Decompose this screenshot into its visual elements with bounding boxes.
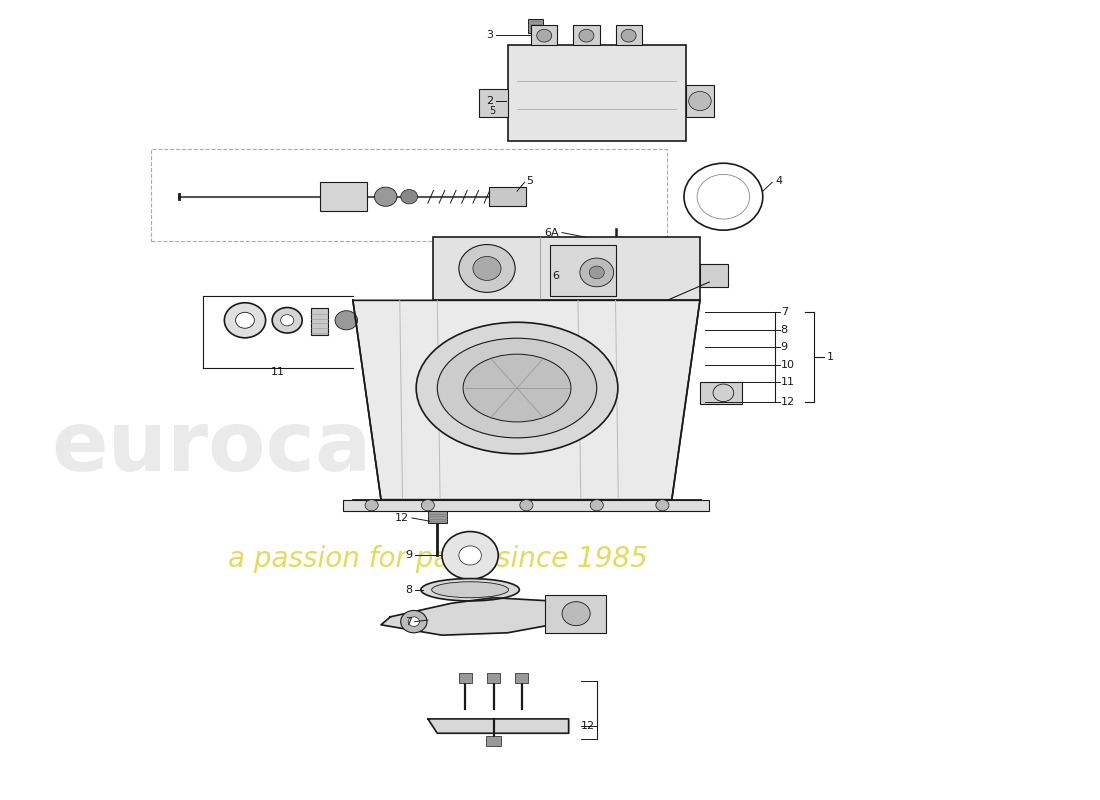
Text: 12: 12 (395, 513, 409, 523)
Circle shape (374, 187, 397, 206)
Text: 8: 8 (405, 585, 412, 594)
Bar (432, 237, 700, 300)
Circle shape (224, 302, 265, 338)
Circle shape (562, 602, 591, 626)
Bar (486, 737, 502, 746)
Text: 7: 7 (781, 307, 788, 318)
Bar (488, 187, 527, 206)
Text: 2: 2 (486, 96, 494, 106)
Circle shape (336, 310, 358, 330)
Bar (550, 245, 616, 296)
Circle shape (473, 257, 502, 281)
Polygon shape (353, 300, 700, 500)
Circle shape (537, 30, 552, 42)
Bar (343, 500, 710, 511)
Circle shape (656, 500, 669, 511)
Text: 10: 10 (781, 360, 794, 370)
Circle shape (421, 500, 434, 511)
Circle shape (459, 546, 482, 565)
Circle shape (280, 314, 294, 326)
Text: eurocarparts: eurocarparts (52, 407, 660, 488)
Bar (531, 26, 558, 46)
Text: 9: 9 (405, 550, 412, 561)
Bar (573, 26, 600, 46)
Circle shape (365, 500, 378, 511)
Polygon shape (381, 598, 569, 635)
Bar (616, 26, 641, 46)
Bar (459, 674, 472, 683)
Bar (480, 89, 507, 117)
Bar (607, 257, 624, 268)
Circle shape (689, 91, 712, 110)
Circle shape (459, 245, 515, 292)
Text: 12: 12 (581, 721, 595, 731)
Bar (700, 382, 743, 404)
Bar (686, 85, 714, 117)
Ellipse shape (438, 338, 597, 438)
Text: 5: 5 (490, 106, 495, 117)
Circle shape (591, 500, 603, 511)
Text: 1: 1 (826, 352, 834, 362)
Circle shape (603, 242, 628, 264)
Bar (151, 149, 667, 241)
Circle shape (590, 266, 604, 279)
Circle shape (580, 258, 614, 286)
Bar (546, 594, 606, 633)
Text: 11: 11 (271, 367, 285, 377)
Circle shape (235, 312, 254, 328)
Circle shape (442, 531, 498, 579)
Text: 9: 9 (781, 342, 788, 352)
Text: 3: 3 (486, 30, 494, 40)
Circle shape (520, 500, 534, 511)
Circle shape (408, 617, 419, 626)
Text: 6: 6 (552, 271, 559, 282)
Text: 11: 11 (781, 378, 794, 387)
Circle shape (400, 610, 427, 633)
Bar (487, 674, 500, 683)
Text: a passion for parts since 1985: a passion for parts since 1985 (229, 546, 648, 574)
Circle shape (400, 190, 418, 204)
Bar (528, 19, 543, 34)
Text: 6A: 6A (544, 227, 559, 238)
Text: 4: 4 (776, 176, 782, 186)
Bar (507, 46, 686, 141)
Bar (700, 265, 728, 286)
Text: 12: 12 (781, 397, 794, 406)
Text: 5: 5 (527, 176, 534, 186)
Circle shape (579, 30, 594, 42)
Polygon shape (428, 719, 569, 734)
Circle shape (272, 307, 302, 333)
Bar (320, 182, 367, 211)
Ellipse shape (421, 578, 519, 601)
Bar (310, 307, 328, 334)
Ellipse shape (431, 582, 508, 598)
Ellipse shape (416, 322, 618, 454)
Ellipse shape (463, 354, 571, 422)
Text: 7: 7 (405, 617, 412, 626)
Bar (428, 511, 447, 522)
Bar (515, 674, 528, 683)
Circle shape (621, 30, 636, 42)
Text: 8: 8 (781, 325, 788, 335)
